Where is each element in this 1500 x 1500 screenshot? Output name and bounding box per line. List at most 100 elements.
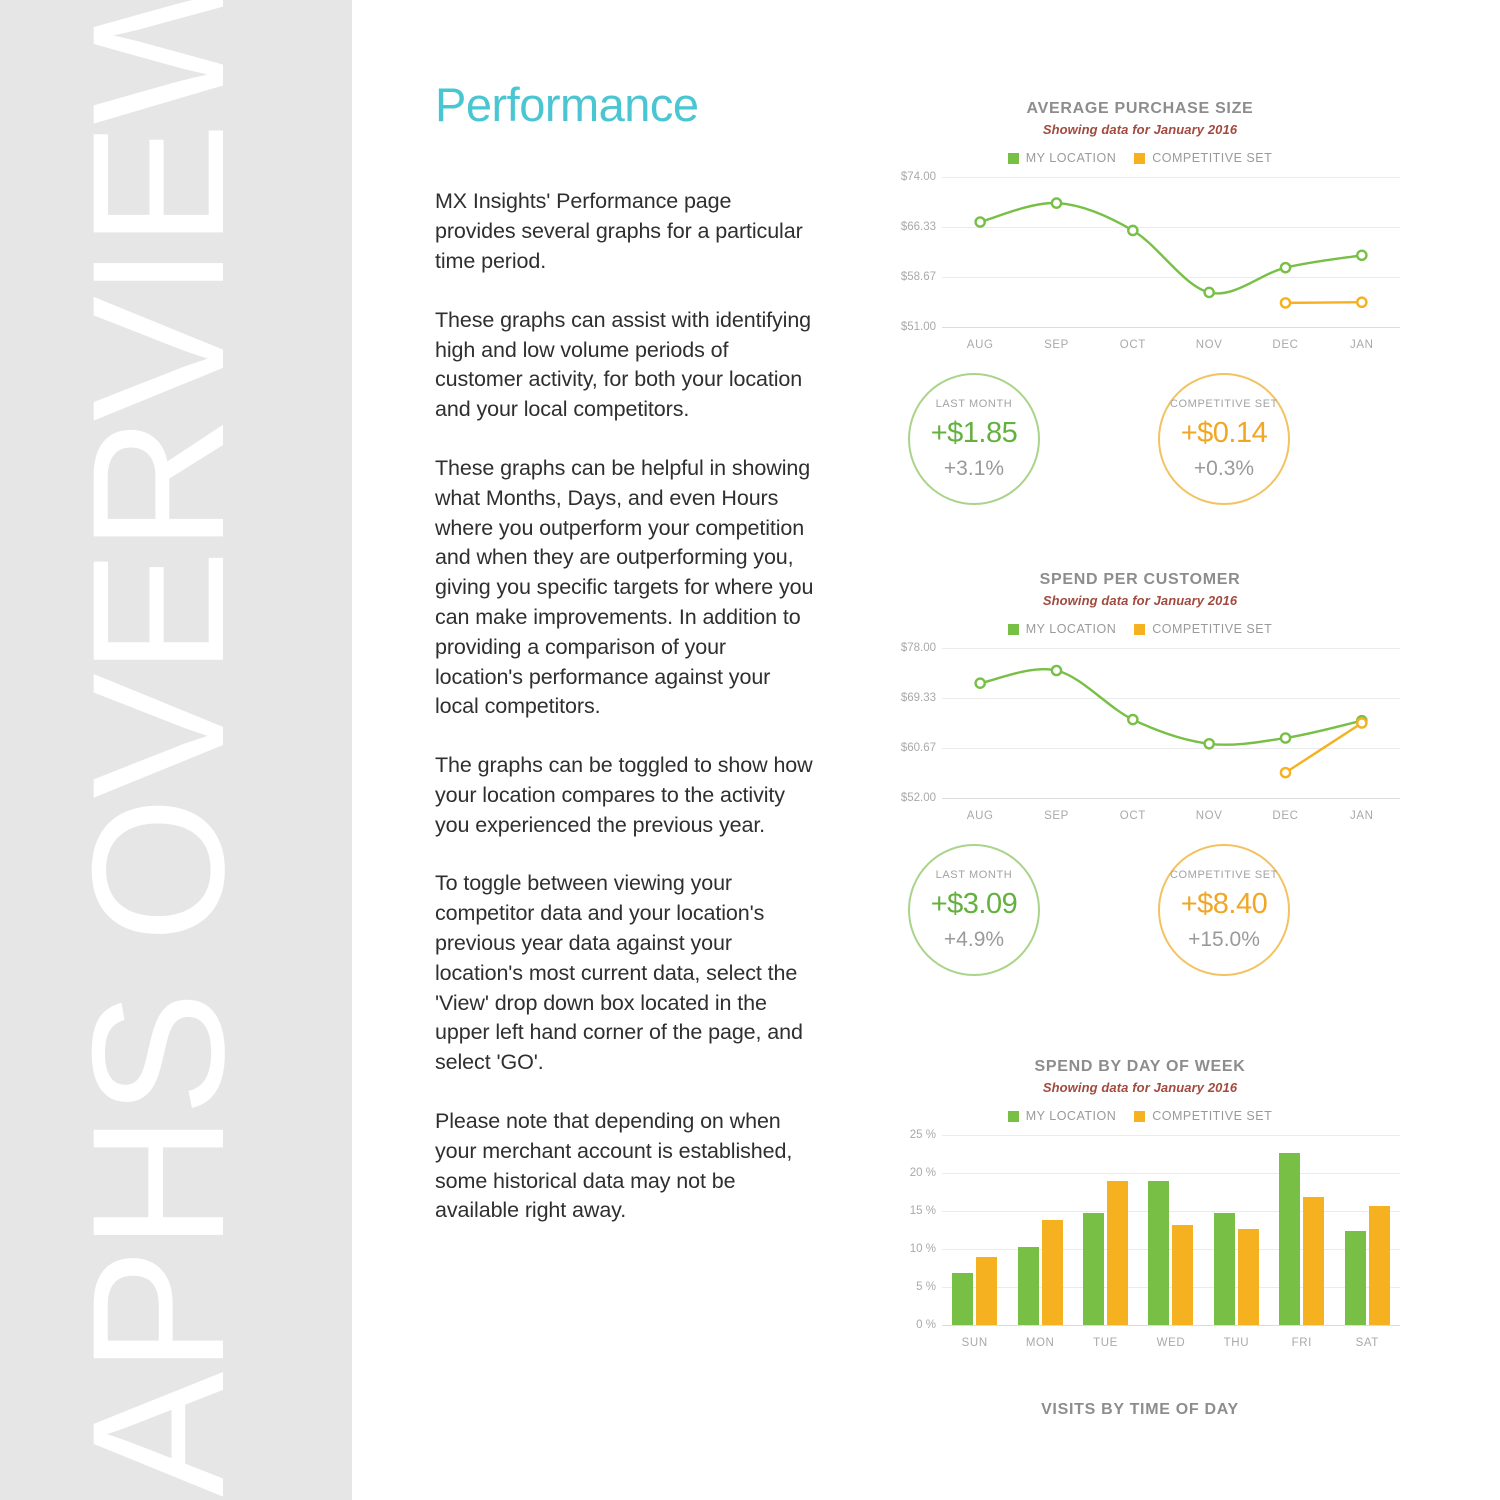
x-tick-label: NOV: [1195, 339, 1223, 351]
bar: [952, 1273, 974, 1325]
x-tick-label: WED: [1156, 1337, 1186, 1349]
x-tick-label: DEC: [1272, 810, 1299, 822]
kpi-percent: +0.3%: [1193, 456, 1255, 480]
x-tick-label: OCT: [1119, 339, 1146, 351]
bar: [1148, 1181, 1170, 1325]
chart-title: SPEND PER CUSTOMER: [1039, 571, 1241, 588]
x-axis-labels: AUG SEP OCT NOV DEC JAN: [942, 810, 1400, 822]
chart-subtitle: Showing data for January 2016: [1042, 593, 1238, 608]
chart-visits-by-time-of-day: VISITS BY TIME OF DAY: [880, 1401, 1400, 1419]
x-axis-labels: AUG SEP OCT NOV DEC JAN: [942, 339, 1400, 351]
chart-title: AVERAGE PURCHASE SIZE: [1026, 100, 1254, 117]
chart-gridlines: [942, 177, 1400, 328]
bar-group: [1138, 1135, 1203, 1325]
chart-average-purchase-size: AVERAGE PURCHASE SIZE Showing data for J…: [880, 100, 1400, 505]
body-paragraph: These graphs can be helpful in showing w…: [435, 455, 814, 719]
chart-plot-area: 25 % 20 % 15 % 10 % 5 % 0 % SUN MON TUE: [880, 1129, 1400, 1349]
bar-group: [1335, 1135, 1400, 1325]
y-tick-label: $51.00: [900, 321, 936, 333]
x-tick-label: SAT: [1355, 1337, 1379, 1349]
page-title: Performance: [435, 78, 699, 131]
bar: [1017, 1247, 1039, 1325]
y-tick-label: $60.67: [900, 741, 936, 754]
chart-legend: MY LOCATION COMPETITIVE SET: [880, 1109, 1400, 1123]
y-tick-label: $58.67: [900, 270, 936, 283]
chart-subtitle: Showing data for January 2016: [1042, 122, 1238, 137]
x-tick-label: OCT: [1119, 810, 1146, 822]
y-tick-label: $78.00: [900, 642, 936, 654]
chart-series-svg: [942, 648, 1400, 798]
x-tick-label: SEP: [1044, 339, 1069, 351]
kpi-value: +$0.14: [1180, 416, 1268, 449]
x-tick-label: SUN: [961, 1337, 988, 1349]
kpi-percent: +4.9%: [943, 927, 1005, 951]
legend-label: COMPETITIVE SET: [1152, 151, 1273, 165]
x-tick-label: DEC: [1272, 339, 1299, 351]
body-paragraph: Please note that depending on when your …: [435, 1109, 793, 1223]
x-tick-label: JAN: [1350, 339, 1374, 351]
legend-label: MY LOCATION: [1025, 1109, 1117, 1123]
y-axis-labels: $74.00 $66.33 $58.67 $51.00: [880, 171, 942, 333]
chart-legend: MY LOCATION COMPETITIVE SET: [880, 622, 1400, 636]
kpi-value: +$8.40: [1180, 887, 1268, 920]
bar: [1107, 1180, 1129, 1325]
bar: [1344, 1230, 1366, 1325]
y-tick-label: 10 %: [909, 1243, 936, 1255]
legend-label: MY LOCATION: [1025, 151, 1117, 165]
legend-item-my-location: MY LOCATION: [1007, 151, 1117, 165]
legend-swatch-green: [1007, 152, 1019, 164]
chart-title: VISITS BY TIME OF DAY: [1041, 1401, 1239, 1418]
bar: [1041, 1220, 1063, 1325]
chart-legend: MY LOCATION COMPETITIVE SET: [880, 151, 1400, 165]
y-tick-label: 0 %: [916, 1319, 936, 1331]
bar-group: [942, 1135, 1007, 1325]
x-tick-label: JAN: [1350, 810, 1374, 822]
chart-gridlines: [942, 648, 1400, 799]
chart-subtitle: Showing data for January 2016: [1042, 1080, 1238, 1095]
bar: [1083, 1212, 1105, 1325]
chart-title: SPEND BY DAY OF WEEK: [1034, 1058, 1246, 1075]
x-tick-label: MON: [1025, 1337, 1055, 1349]
body-paragraph: The graphs can be toggled to show how yo…: [435, 753, 813, 837]
x-tick-label: NOV: [1195, 810, 1223, 822]
chart-plot-area: $74.00 $66.33 $58.67 $51.00 AUG SEP OCT …: [880, 171, 1400, 351]
bar-group: [1073, 1135, 1138, 1325]
sidebar-section-title: GRAPHS OVERVIEW: [53, 0, 263, 1500]
kpi-label: LAST MONTH: [935, 397, 1013, 410]
kpi-bubble-last-month: LAST MONTH +$3.09 +4.9%: [908, 844, 1040, 976]
sidebar: GRAPHS OVERVIEW: [0, 0, 352, 1500]
x-tick-label: TUE: [1093, 1337, 1118, 1349]
chart-spend-per-customer: SPEND PER CUSTOMER Showing data for Janu…: [880, 571, 1400, 976]
content-text-column: Performance MX Insights' Performance pag…: [435, 0, 815, 1500]
bar: [1172, 1224, 1194, 1325]
kpi-bubble-last-month: LAST MONTH +$1.85 +3.1%: [908, 373, 1040, 505]
legend-item-competitive-set: COMPETITIVE SET: [1134, 622, 1272, 636]
kpi-percent: +3.1%: [943, 456, 1005, 480]
legend-swatch-green: [1007, 1110, 1019, 1122]
bar: [1368, 1205, 1390, 1325]
kpi-bubble-competitive-set: COMPETITIVE SET +$0.14 +0.3%: [1158, 373, 1290, 505]
body-paragraph: These graphs can assist with identifying…: [435, 307, 812, 422]
body-paragraph: MX Insights' Performance page provides s…: [435, 189, 803, 273]
kpi-bubble-row: LAST MONTH +$3.09 +4.9% COMPETITIVE SET …: [880, 844, 1400, 976]
x-tick-label: AUG: [966, 810, 994, 822]
legend-label: MY LOCATION: [1025, 622, 1117, 636]
legend-swatch-orange: [1134, 152, 1146, 164]
chart-series-svg: [942, 177, 1400, 327]
y-tick-label: $52.00: [900, 792, 936, 804]
y-axis-labels: $78.00 $69.33 $60.67 $52.00: [880, 642, 942, 804]
kpi-bubble-row: LAST MONTH +$1.85 +3.1% COMPETITIVE SET …: [880, 373, 1400, 505]
bar-group: [1204, 1135, 1269, 1325]
x-tick-label: AUG: [966, 339, 994, 351]
legend-swatch-orange: [1134, 623, 1146, 635]
legend-label: COMPETITIVE SET: [1152, 622, 1273, 636]
y-tick-label: $74.00: [900, 171, 936, 183]
y-tick-label: 5 %: [916, 1281, 936, 1293]
x-tick-label: FRI: [1291, 1337, 1312, 1349]
kpi-value: +$3.09: [930, 887, 1018, 920]
kpi-label: COMPETITIVE SET: [1169, 397, 1278, 410]
legend-item-competitive-set: COMPETITIVE SET: [1134, 1109, 1272, 1123]
legend-swatch-green: [1007, 623, 1019, 635]
kpi-label: LAST MONTH: [935, 868, 1013, 881]
bar: [1213, 1213, 1235, 1325]
